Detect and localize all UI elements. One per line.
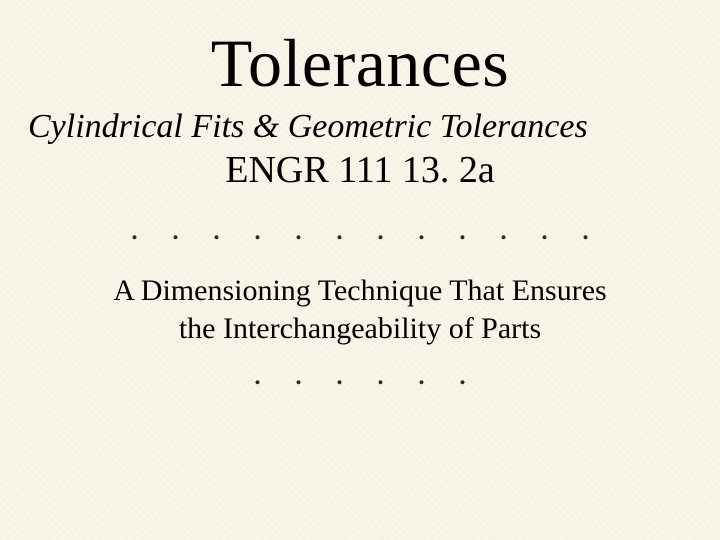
decorative-dots-row-2: . . . . . .: [0, 357, 720, 391]
slide-course-code: ENGR 111 13. 2a: [0, 148, 720, 194]
decorative-dots-row-1: . . . . . . . . . . . .: [0, 212, 720, 246]
slide-title: Tolerances: [0, 28, 720, 99]
slide-body-text: A Dimensioning Technique That Ensures th…: [0, 272, 720, 347]
slide: Tolerances Cylindrical Fits & Geometric …: [0, 0, 720, 540]
slide-subtitle: Cylindrical Fits & Geometric Tolerances: [0, 107, 720, 146]
